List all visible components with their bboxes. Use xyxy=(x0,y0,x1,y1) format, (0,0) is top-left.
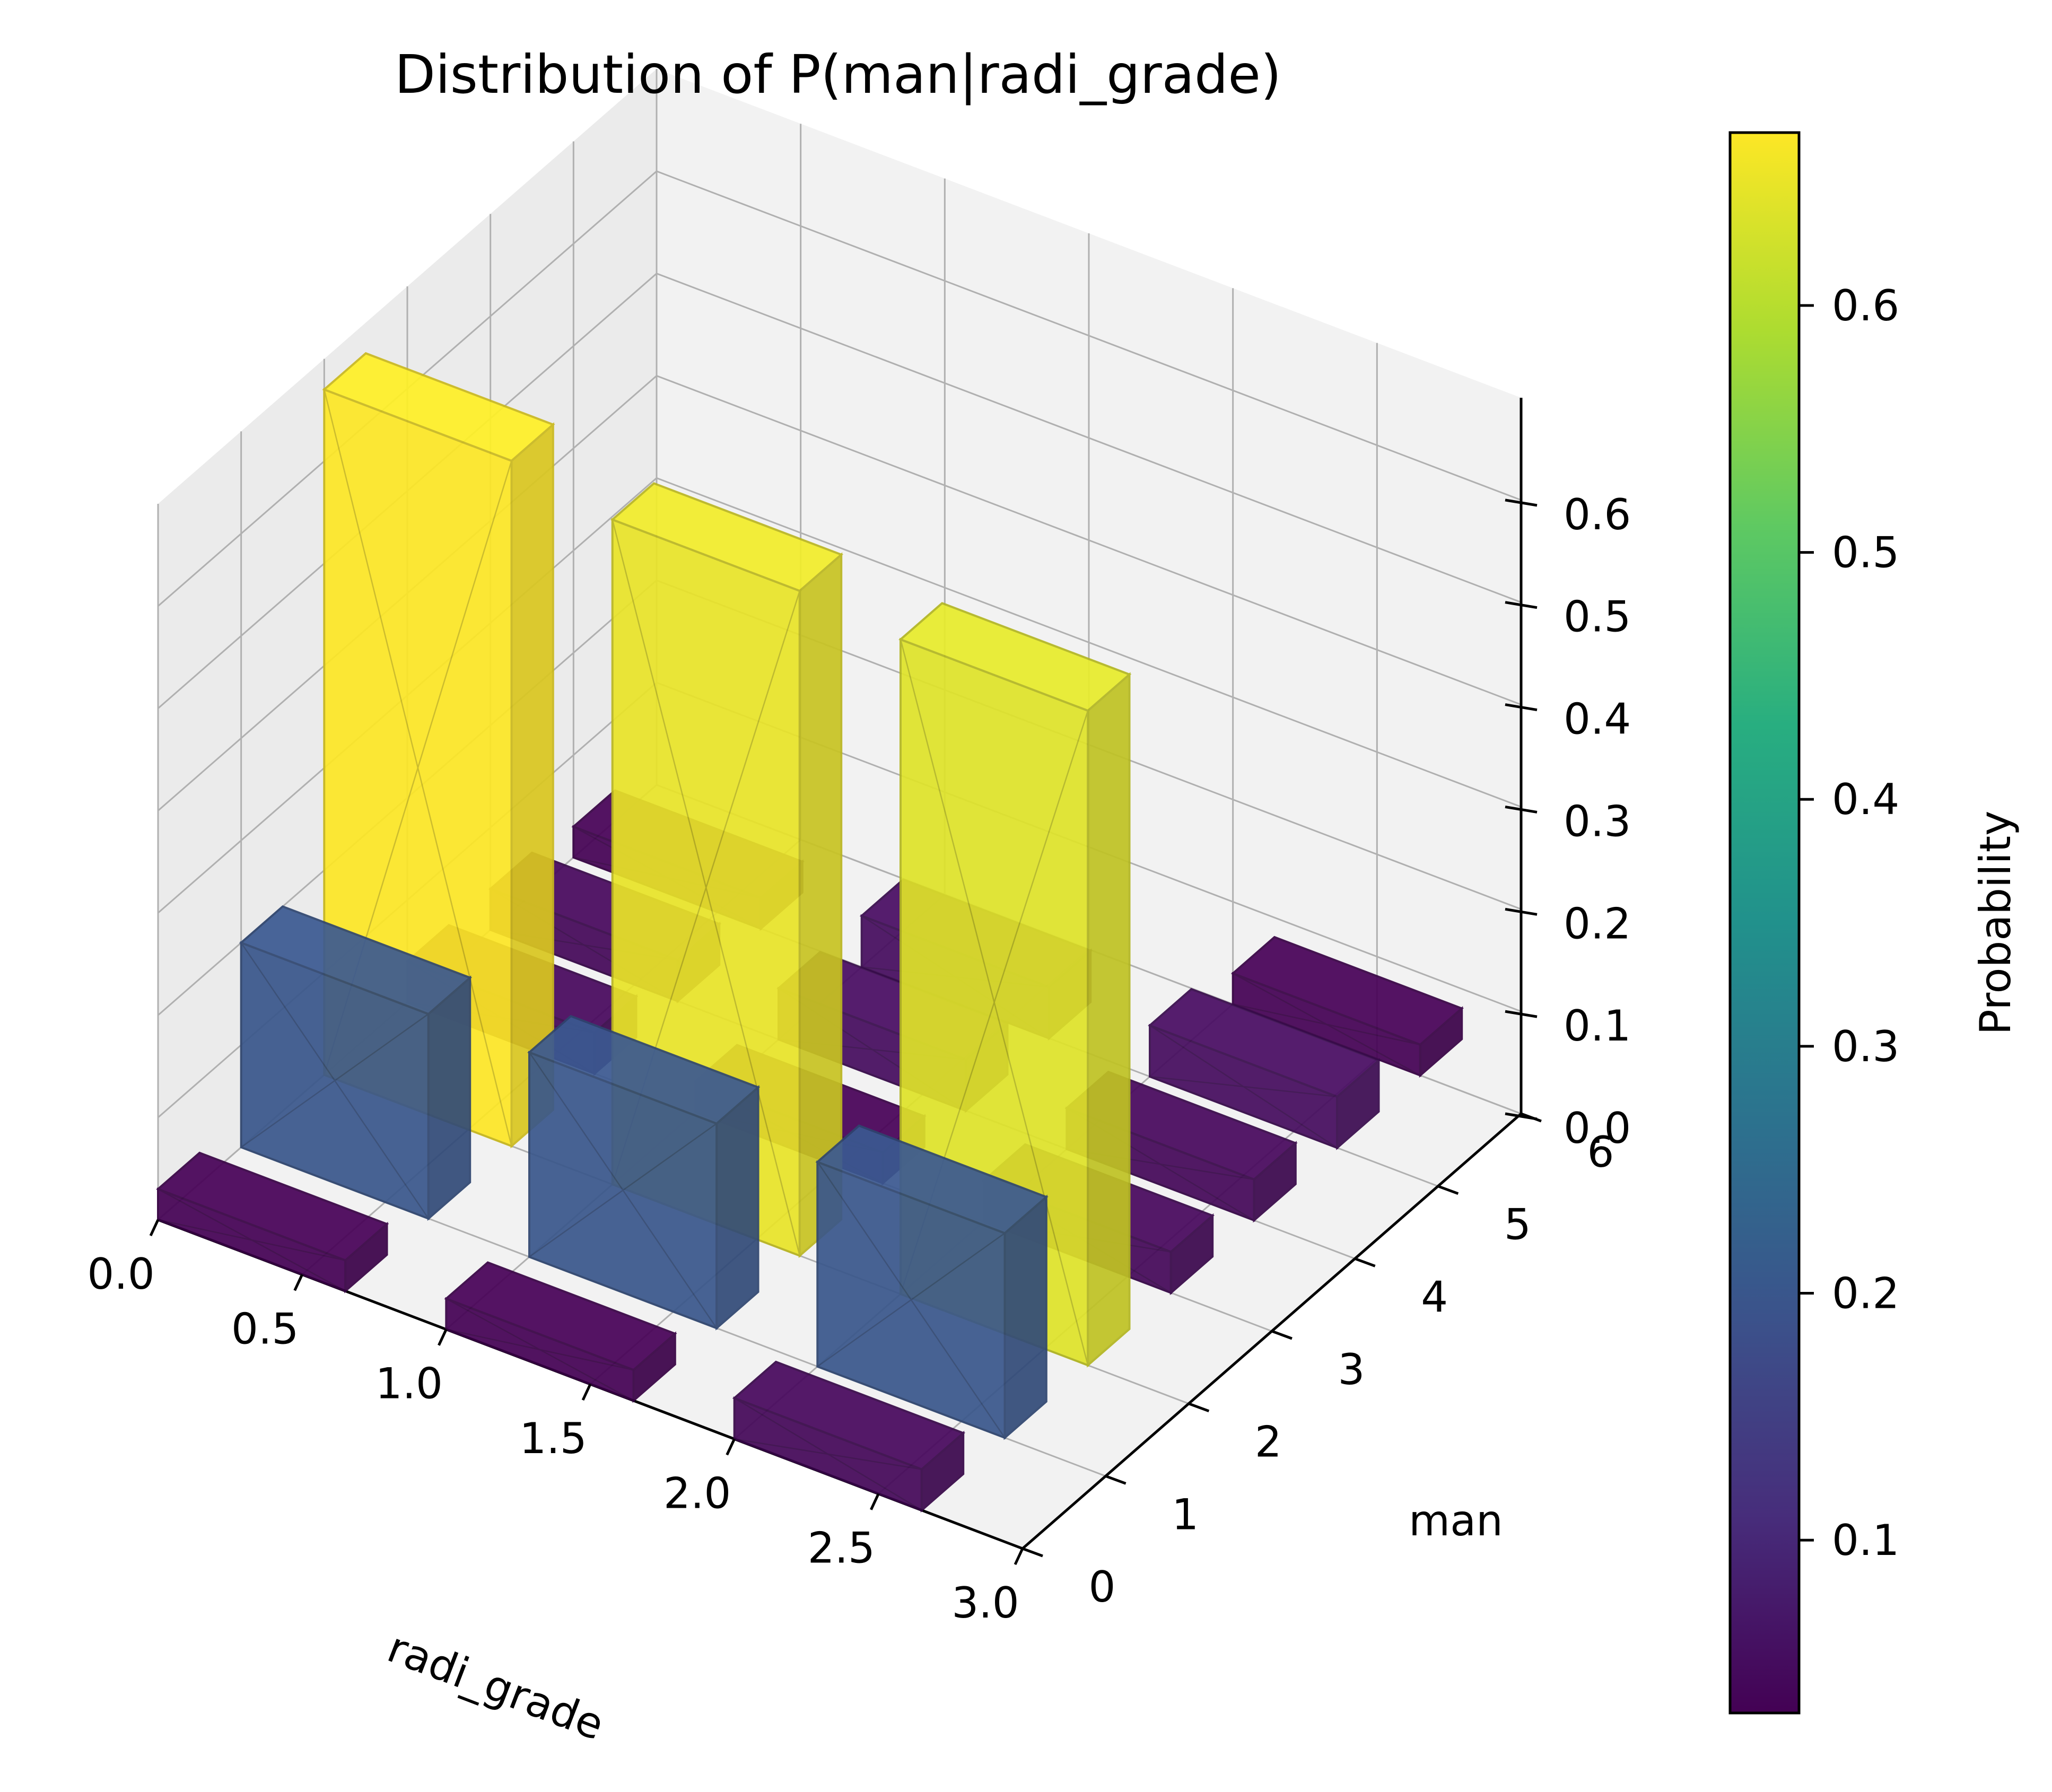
bar-edge xyxy=(158,1188,346,1292)
y-tick-label: 4 xyxy=(1421,1272,1448,1322)
bar-edge xyxy=(446,1298,634,1402)
bar xyxy=(527,1015,761,1331)
x-tick-mark xyxy=(438,1328,448,1346)
y-tick-mark xyxy=(1188,1402,1210,1413)
bar-top-face xyxy=(444,1261,677,1371)
bar-edge xyxy=(734,1397,922,1511)
bar xyxy=(732,1360,966,1513)
z-tick-mark xyxy=(1505,907,1538,916)
x-tick-label: 1.0 xyxy=(376,1359,443,1409)
bar-top-face xyxy=(1230,936,1464,1046)
colorbar-ticks: 0.1 0.2 0.3 0.4 0.5 0.6 xyxy=(1799,281,1899,1565)
bar xyxy=(156,1151,389,1293)
z-tick-label: 0.6 xyxy=(1564,490,1631,539)
x-tick-mark xyxy=(870,1493,880,1510)
bar-side-face xyxy=(1087,672,1131,1368)
bars xyxy=(156,352,1464,1513)
y-tick-mark xyxy=(1354,1257,1376,1267)
bar xyxy=(1230,936,1464,1078)
z-tick-label: 0.0 xyxy=(1564,1104,1631,1153)
z-tick-mark xyxy=(1505,601,1538,609)
z-tick-label: 0.4 xyxy=(1564,695,1631,744)
z-tick-label: 0.2 xyxy=(1564,899,1631,948)
chart-title: Distribution of P(man|radi_grade) xyxy=(395,43,1281,106)
bar-edge xyxy=(817,1161,1006,1438)
x-tick-label: 3.0 xyxy=(951,1578,1019,1628)
y-tick-mark xyxy=(1022,1547,1043,1558)
bar-edge xyxy=(528,1052,718,1329)
z-tick-mark xyxy=(1505,703,1538,712)
z-tick-label: 0.5 xyxy=(1564,592,1631,642)
bar-top-face xyxy=(239,905,473,1016)
z-tick-mark xyxy=(1505,805,1538,814)
bar-top-face xyxy=(322,352,555,462)
bar-edge xyxy=(1149,1025,1338,1149)
bar-edge xyxy=(240,942,429,1219)
y-tick-mark xyxy=(1437,1185,1459,1195)
colorbar-label: Probability xyxy=(1971,811,2020,1035)
x-tick-mark xyxy=(293,1274,303,1291)
bar xyxy=(239,905,473,1221)
bar-edge xyxy=(324,389,512,1147)
bar-edge xyxy=(900,639,1089,1366)
colorbar-tick-label: 0.1 xyxy=(1832,1516,1899,1565)
y-tick-label: 0 xyxy=(1089,1562,1116,1612)
y-tick-mark xyxy=(1105,1474,1127,1485)
x-tick-mark xyxy=(581,1383,592,1401)
colorbar-tick-label: 0.2 xyxy=(1832,1269,1899,1318)
colorbar-tick-label: 0.4 xyxy=(1832,775,1899,824)
y-tick-label: 5 xyxy=(1504,1200,1531,1249)
x-tick-mark xyxy=(726,1438,736,1456)
y-tick-label: 2 xyxy=(1255,1418,1282,1467)
y-tick-label: 1 xyxy=(1172,1490,1199,1539)
bar-top-face xyxy=(156,1151,389,1262)
bar-top-face xyxy=(527,1015,761,1125)
bar xyxy=(815,1124,1049,1440)
bar-top-face xyxy=(898,602,1132,712)
y-tick-label: 6 xyxy=(1587,1127,1614,1177)
bar-top-face xyxy=(815,1124,1049,1235)
y-axis-label: man xyxy=(1409,1496,1503,1545)
bar-side-face xyxy=(1003,1194,1047,1440)
x-tick-mark xyxy=(149,1219,160,1237)
z-tick-mark xyxy=(1505,1112,1538,1121)
y-tick-label: 3 xyxy=(1338,1345,1365,1394)
bar-top-face xyxy=(732,1360,966,1471)
x-tick-label: 0.0 xyxy=(87,1249,154,1299)
colorbar-tick-label: 0.6 xyxy=(1832,281,1899,330)
bar-edge xyxy=(612,519,801,1256)
x-tick-label: 2.5 xyxy=(808,1524,875,1573)
bar xyxy=(1148,987,1381,1150)
x-axis-label: radi_grade xyxy=(381,1622,611,1750)
bar-side-face xyxy=(715,1085,759,1331)
y-tick-mark xyxy=(1271,1330,1293,1340)
x-tick-mark xyxy=(1014,1548,1024,1566)
x-tick-label: 2.0 xyxy=(663,1468,731,1518)
colorbar-tick-label: 0.5 xyxy=(1832,528,1899,578)
bar-edge xyxy=(1233,973,1421,1076)
tick-labels: 0.00.51.01.52.02.53.0 01234560.00.10.20.3… xyxy=(87,490,1631,1628)
z-tick-mark xyxy=(1505,1010,1538,1018)
z-tick-label: 0.1 xyxy=(1564,1001,1631,1051)
colorbar: 0.1 0.2 0.3 0.4 0.5 0.6 Probability xyxy=(1728,131,2020,1715)
bar xyxy=(444,1261,677,1403)
z-tick-mark xyxy=(1505,499,1538,507)
colorbar-gradient xyxy=(1728,131,1801,1715)
z-tick-label: 0.3 xyxy=(1564,797,1631,846)
colorbar-tick-label: 0.3 xyxy=(1832,1022,1899,1071)
bar-side-face xyxy=(427,975,471,1221)
x-tick-label: 0.5 xyxy=(231,1304,299,1353)
bar-top-face xyxy=(1148,987,1381,1098)
bar-top-face xyxy=(610,482,844,592)
x-tick-label: 1.5 xyxy=(519,1414,587,1463)
